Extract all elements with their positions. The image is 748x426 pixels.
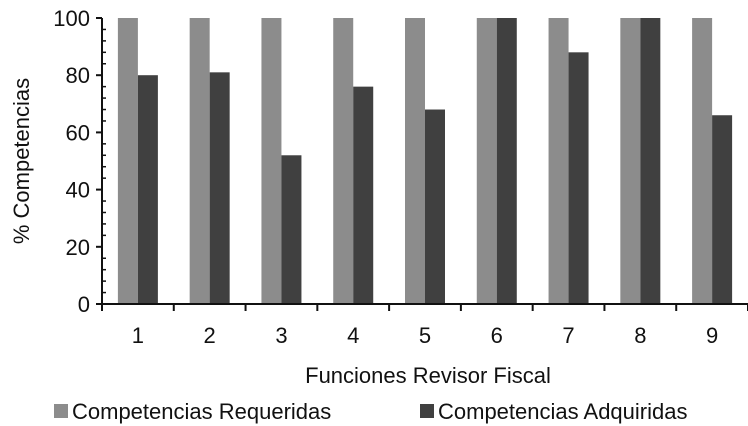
bar-requeridas-8 [620, 18, 641, 304]
x-tick-label-8: 8 [634, 323, 646, 348]
bar-requeridas-7 [548, 18, 569, 304]
y-tick-label-0: 0 [78, 292, 90, 317]
legend: Competencias Requeridas Competencias Adq… [54, 399, 687, 424]
legend-label-adquiridas: Competencias Adquiridas [438, 399, 687, 424]
x-ticks-group: 1 2 3 4 5 6 7 8 9 [101, 304, 748, 348]
bar-adquiridas-7 [568, 52, 589, 304]
bar-adquiridas-5 [425, 109, 445, 305]
y-tick-label-100: 100 [53, 6, 90, 31]
y-tick-label-60: 60 [66, 120, 90, 145]
x-tick-label-7: 7 [562, 323, 574, 348]
bar-adquiridas-9 [712, 115, 733, 305]
y-tick-label-80: 80 [66, 63, 90, 88]
y-ticks-group: 0 20 40 60 80 100 [53, 6, 106, 317]
x-tick-label-4: 4 [347, 323, 359, 348]
bar-requeridas-3 [261, 18, 282, 304]
x-axis-label: Funciones Revisor Fiscal [305, 363, 551, 388]
x-tick-label-2: 2 [204, 323, 216, 348]
y-tick-label-40: 40 [66, 178, 90, 203]
bar-adquiridas-1 [137, 75, 158, 304]
bar-adquiridas-6 [496, 18, 517, 304]
legend-swatch-requeridas [54, 404, 68, 418]
bar-requeridas-6 [476, 18, 497, 304]
y-tick-label-20: 20 [66, 235, 90, 260]
axes-group [101, 18, 748, 305]
bar-adquiridas-8 [640, 18, 661, 304]
x-tick-label-6: 6 [491, 323, 503, 348]
y-axis-label: % Competencias [9, 78, 34, 244]
x-tick-label-1: 1 [132, 323, 144, 348]
bars-group [117, 18, 733, 305]
x-tick-label-9: 9 [706, 323, 718, 348]
x-tick-label-5: 5 [419, 323, 431, 348]
bar-requeridas-9 [692, 18, 713, 304]
legend-label-requeridas: Competencias Requeridas [72, 399, 331, 424]
bar-requeridas-2 [189, 18, 210, 304]
bar-requeridas-4 [333, 18, 354, 304]
bar-adquiridas-3 [281, 155, 302, 304]
bar-requeridas-1 [117, 18, 138, 304]
x-tick-label-3: 3 [275, 323, 287, 348]
bar-adquiridas-4 [353, 86, 374, 304]
legend-swatch-adquiridas [420, 404, 434, 418]
bar-adquiridas-2 [209, 72, 230, 304]
bar-requeridas-5 [405, 18, 425, 304]
